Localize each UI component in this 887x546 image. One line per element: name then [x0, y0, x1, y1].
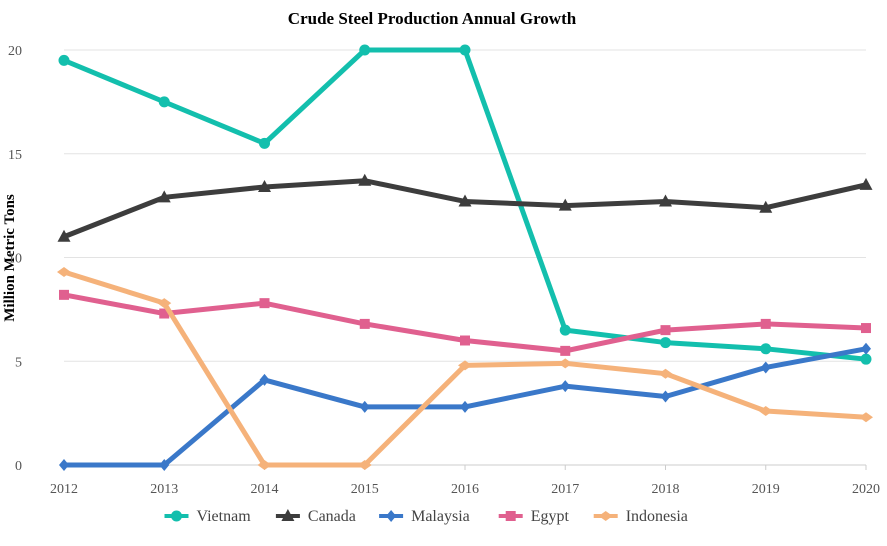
legend-item-egypt[interactable]: Egypt: [498, 508, 570, 525]
x-tick-label: 2014: [251, 482, 279, 497]
data-point-indonesia[interactable]: [859, 412, 873, 423]
data-point-vietnam[interactable]: [660, 337, 671, 349]
data-point-malaysia[interactable]: [159, 459, 170, 471]
y-tick-label: 5: [15, 355, 22, 370]
y-axis-label: Million Metric Tons: [2, 194, 18, 322]
data-point-malaysia[interactable]: [359, 400, 370, 413]
data-point-canada[interactable]: [558, 198, 572, 211]
legend-item-malaysia[interactable]: Malaysia: [379, 508, 470, 525]
legend-marker-egypt[interactable]: [505, 511, 516, 521]
data-point-vietnam[interactable]: [158, 96, 170, 108]
data-point-indonesia[interactable]: [57, 267, 71, 278]
data-point-indonesia[interactable]: [558, 358, 573, 369]
data-point-egypt[interactable]: [760, 318, 771, 329]
legend-marker-canada[interactable]: [281, 509, 295, 521]
data-point-canada[interactable]: [759, 200, 773, 213]
legend[interactable]: Vietnam Canada Malaysia Egypt Indonesia: [164, 508, 688, 525]
legend-marker-malaysia[interactable]: [386, 510, 397, 522]
data-point-canada[interactable]: [458, 194, 472, 207]
data-point-indonesia[interactable]: [257, 460, 272, 470]
x-tick-label: 2012: [50, 482, 78, 497]
y-tick-label: 10: [8, 252, 22, 267]
y-tick-label: 0: [15, 459, 22, 474]
data-point-indonesia[interactable]: [458, 360, 472, 371]
data-point-malaysia[interactable]: [660, 390, 671, 403]
x-tick-label: 2020: [852, 482, 880, 497]
data-point-vietnam[interactable]: [259, 137, 270, 149]
x-tick-label: 2015: [351, 482, 379, 497]
chart-title: Crude Steel Production Annual Growth: [288, 9, 577, 28]
legend-item-canada[interactable]: Canada: [275, 508, 356, 525]
x-tick-label: 2016: [451, 482, 479, 497]
data-point-canada[interactable]: [659, 194, 672, 207]
series-indonesia: [57, 267, 873, 470]
x-tick-label: 2018: [652, 482, 680, 497]
y-tick-label: 20: [8, 44, 22, 59]
series-line-canada[interactable]: [61, 178, 869, 240]
data-point-egypt[interactable]: [359, 318, 370, 329]
data-point-egypt[interactable]: [159, 308, 170, 319]
y-tick-label: 15: [8, 148, 22, 163]
data-point-vietnam[interactable]: [459, 44, 471, 56]
data-point-canada[interactable]: [157, 190, 171, 203]
data-point-malaysia[interactable]: [760, 361, 771, 374]
data-point-egypt[interactable]: [560, 345, 571, 356]
data-point-canada[interactable]: [57, 229, 71, 242]
series-malaysia: [59, 342, 871, 471]
data-point-canada[interactable]: [358, 173, 372, 186]
series-canada: [57, 173, 873, 242]
x-tick-label: 2017: [551, 482, 579, 497]
series-vietnam: [58, 44, 872, 365]
data-point-malaysia[interactable]: [259, 373, 270, 386]
x-tick-label: 2019: [752, 482, 780, 497]
data-point-vietnam[interactable]: [860, 353, 872, 365]
data-point-indonesia[interactable]: [357, 460, 372, 470]
legend-label-egypt: Egypt: [531, 508, 570, 525]
data-point-canada[interactable]: [258, 179, 271, 192]
data-point-egypt[interactable]: [660, 325, 671, 336]
data-point-malaysia[interactable]: [460, 400, 470, 413]
data-point-canada[interactable]: [859, 177, 873, 190]
x-tick-labels: 2012 2013 2014 2015 2016 2017 2018 2019 2020: [50, 465, 880, 497]
data-point-egypt[interactable]: [460, 335, 470, 346]
legend-marker-indonesia[interactable]: [598, 511, 613, 521]
legend-label-malaysia: Malaysia: [411, 508, 470, 525]
data-point-indonesia[interactable]: [658, 368, 673, 379]
data-point-egypt[interactable]: [861, 323, 871, 334]
data-point-indonesia[interactable]: [157, 298, 172, 309]
series-egypt: [59, 289, 871, 356]
legend-label-vietnam: Vietnam: [197, 508, 252, 525]
data-point-vietnam[interactable]: [359, 44, 371, 56]
data-point-vietnam[interactable]: [760, 343, 772, 355]
data-point-vietnam[interactable]: [58, 54, 70, 66]
data-point-malaysia[interactable]: [861, 342, 871, 355]
data-point-malaysia[interactable]: [59, 459, 69, 471]
data-point-malaysia[interactable]: [560, 380, 571, 393]
data-point-egypt[interactable]: [259, 298, 270, 309]
y-tick-labels: 0 5 10 15 20: [8, 44, 22, 474]
data-point-egypt[interactable]: [59, 289, 69, 300]
legend-item-vietnam[interactable]: Vietnam: [164, 508, 252, 525]
data-point-vietnam[interactable]: [559, 324, 571, 336]
legend-item-indonesia[interactable]: Indonesia: [593, 508, 688, 525]
x-tick-label: 2013: [150, 482, 178, 497]
legend-label-canada: Canada: [308, 508, 356, 525]
legend-label-indonesia: Indonesia: [626, 508, 688, 525]
data-point-indonesia[interactable]: [758, 406, 773, 417]
legend-marker-vietnam[interactable]: [171, 510, 182, 522]
series-lines: [57, 44, 873, 471]
